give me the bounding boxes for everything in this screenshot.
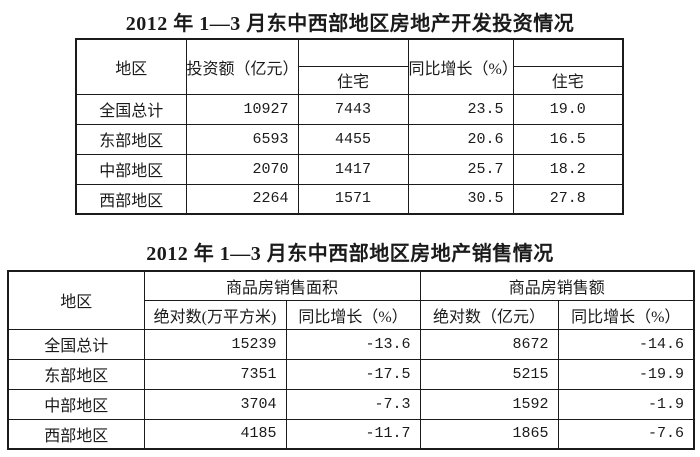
header-amount-growth: 同比增长（%）	[557, 299, 695, 330]
region-cell: 中部地区	[75, 153, 187, 185]
sales-amount-growth-cell: -7.6	[557, 418, 695, 450]
region-cell: 全国总计	[75, 93, 187, 125]
region-cell: 东部地区	[7, 358, 145, 390]
residential-growth-cell: 16.5	[512, 123, 624, 155]
investment-header-row-top: 地区 投资额（亿元） 同比增长（%）	[75, 38, 624, 95]
investment-row-eastern: 东部地区 6593 4455 20.6 16.5	[75, 123, 624, 155]
investment-row-western: 西部地区 2264 1571 30.5 27.8	[75, 183, 624, 215]
sales-amount-growth-cell: -14.6	[557, 328, 695, 360]
residential-growth-cell: 27.8	[512, 183, 624, 215]
sales-area-cell: 3704	[143, 388, 287, 420]
investment-cell: 10927	[185, 93, 299, 125]
sales-amount-growth-cell: -1.9	[557, 388, 695, 420]
sales-row-western: 西部地区 4185 -11.7 1865 -7.6	[7, 418, 695, 450]
sales-row-national: 全国总计 15239 -13.6 8672 -14.6	[7, 328, 695, 360]
sales-amount-growth-cell: -19.9	[557, 358, 695, 390]
region-cell: 东部地区	[75, 123, 187, 155]
sales-table: 地区 商品房销售面积 商品房销售额 绝对数(万平方米) 同比增长（%） 绝对数（…	[7, 270, 696, 450]
sales-row-eastern: 东部地区 7351 -17.5 5215 -19.9	[7, 358, 695, 390]
header-region: 地区	[7, 270, 145, 330]
header-region: 地区	[75, 38, 187, 95]
sales-amount-cell: 5215	[419, 358, 559, 390]
sales-area-cell: 15239	[143, 328, 287, 360]
region-cell: 中部地区	[7, 388, 145, 420]
growth-cell: 30.5	[407, 183, 514, 215]
sales-area-growth-cell: -13.6	[285, 328, 421, 360]
header-investment-amount: 投资额（亿元）	[185, 38, 299, 95]
investment-cell: 2264	[185, 183, 299, 215]
region-cell: 全国总计	[7, 328, 145, 360]
residential-investment-cell: 1417	[297, 153, 409, 185]
sales-header-row-top: 地区 商品房销售面积 商品房销售额	[7, 270, 695, 330]
sales-area-growth-cell: -7.3	[285, 388, 421, 420]
header-amount-absolute: 绝对数（亿元）	[419, 299, 559, 330]
header-area-growth: 同比增长（%）	[285, 299, 421, 330]
header-sales-amount-group: 商品房销售额	[419, 270, 695, 301]
growth-cell: 23.5	[407, 93, 514, 125]
residential-investment-cell: 1571	[297, 183, 409, 215]
investment-row-national: 全国总计 10927 7443 23.5 19.0	[75, 93, 624, 125]
header-blank-growth	[512, 38, 624, 67]
investment-row-central: 中部地区 2070 1417 25.7 18.2	[75, 153, 624, 185]
residential-growth-cell: 19.0	[512, 93, 624, 125]
investment-cell: 6593	[185, 123, 299, 155]
header-area-absolute: 绝对数(万平方米)	[143, 299, 287, 330]
sales-area-growth-cell: -11.7	[285, 418, 421, 450]
sales-amount-cell: 1865	[419, 418, 559, 450]
residential-investment-cell: 7443	[297, 93, 409, 125]
residential-investment-cell: 4455	[297, 123, 409, 155]
header-residential-investment: 住宅	[297, 65, 409, 95]
region-cell: 西部地区	[7, 418, 145, 450]
investment-table: 地区 投资额（亿元） 同比增长（%） 住宅 住宅 全国总计 10927 7443…	[75, 38, 624, 215]
region-cell: 西部地区	[75, 183, 187, 215]
residential-growth-cell: 18.2	[512, 153, 624, 185]
header-blank-investment	[297, 38, 409, 67]
sales-header-row-bottom: 绝对数(万平方米) 同比增长（%） 绝对数（亿元） 同比增长（%）	[8, 299, 695, 330]
growth-cell: 25.7	[407, 153, 514, 185]
investment-table-title: 2012 年 1—3 月东中西部地区房地产开发投资情况	[125, 13, 575, 35]
header-yoy-growth: 同比增长（%）	[407, 38, 514, 95]
sales-table-title: 2012 年 1—3 月东中西部地区房地产销售情况	[146, 243, 554, 265]
sales-area-cell: 4185	[143, 418, 287, 450]
sales-area-growth-cell: -17.5	[285, 358, 421, 390]
investment-header-row-bottom: 住宅 住宅	[76, 65, 624, 95]
sales-amount-cell: 1592	[419, 388, 559, 420]
investment-cell: 2070	[185, 153, 299, 185]
sales-row-central: 中部地区 3704 -7.3 1592 -1.9	[7, 388, 695, 420]
header-sales-area-group: 商品房销售面积	[143, 270, 421, 301]
sales-amount-cell: 8672	[419, 328, 559, 360]
growth-cell: 20.6	[407, 123, 514, 155]
header-residential-growth: 住宅	[512, 65, 624, 95]
sales-area-cell: 7351	[143, 358, 287, 390]
